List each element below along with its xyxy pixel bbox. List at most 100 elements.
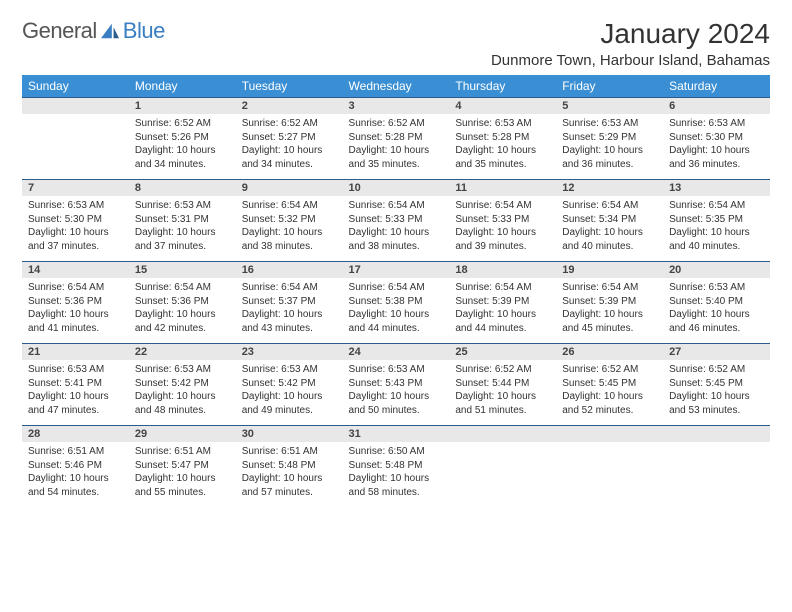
day-cell: Sunrise: 6:53 AMSunset: 5:28 PMDaylight:… bbox=[449, 114, 556, 180]
day-cell: Sunrise: 6:53 AMSunset: 5:42 PMDaylight:… bbox=[236, 360, 343, 426]
day-header: Thursday bbox=[449, 75, 556, 98]
day-header: Saturday bbox=[663, 75, 770, 98]
sunrise-text: Sunrise: 6:52 AM bbox=[349, 117, 444, 131]
sunrise-text: Sunrise: 6:54 AM bbox=[242, 281, 337, 295]
day-number-row: 14151617181920 bbox=[22, 262, 770, 279]
sunrise-text: Sunrise: 6:53 AM bbox=[455, 117, 550, 131]
day-number: 22 bbox=[129, 344, 236, 361]
day-header: Friday bbox=[556, 75, 663, 98]
day-data-row: Sunrise: 6:53 AMSunset: 5:30 PMDaylight:… bbox=[22, 196, 770, 262]
sunset-text: Sunset: 5:27 PM bbox=[242, 131, 337, 145]
sunrise-text: Sunrise: 6:53 AM bbox=[562, 117, 657, 131]
daylight-text: Daylight: 10 hours and 49 minutes. bbox=[242, 390, 337, 417]
sunset-text: Sunset: 5:45 PM bbox=[562, 377, 657, 391]
day-number: 27 bbox=[663, 344, 770, 361]
day-number bbox=[449, 426, 556, 443]
daylight-text: Daylight: 10 hours and 41 minutes. bbox=[28, 308, 123, 335]
daylight-text: Daylight: 10 hours and 35 minutes. bbox=[349, 144, 444, 171]
sunset-text: Sunset: 5:37 PM bbox=[242, 295, 337, 309]
day-data-row: Sunrise: 6:52 AMSunset: 5:26 PMDaylight:… bbox=[22, 114, 770, 180]
day-cell: Sunrise: 6:53 AMSunset: 5:41 PMDaylight:… bbox=[22, 360, 129, 426]
daylight-text: Daylight: 10 hours and 42 minutes. bbox=[135, 308, 230, 335]
daylight-text: Daylight: 10 hours and 48 minutes. bbox=[135, 390, 230, 417]
daylight-text: Daylight: 10 hours and 44 minutes. bbox=[455, 308, 550, 335]
day-cell: Sunrise: 6:51 AMSunset: 5:48 PMDaylight:… bbox=[236, 442, 343, 507]
daylight-text: Daylight: 10 hours and 52 minutes. bbox=[562, 390, 657, 417]
day-cell bbox=[449, 442, 556, 507]
day-cell: Sunrise: 6:54 AMSunset: 5:38 PMDaylight:… bbox=[343, 278, 450, 344]
sunrise-text: Sunrise: 6:52 AM bbox=[562, 363, 657, 377]
day-cell: Sunrise: 6:54 AMSunset: 5:33 PMDaylight:… bbox=[449, 196, 556, 262]
logo-text-general: General bbox=[22, 18, 97, 44]
day-number: 31 bbox=[343, 426, 450, 443]
day-header: Wednesday bbox=[343, 75, 450, 98]
location: Dunmore Town, Harbour Island, Bahamas bbox=[491, 52, 770, 69]
day-number: 17 bbox=[343, 262, 450, 279]
sunset-text: Sunset: 5:42 PM bbox=[242, 377, 337, 391]
sunset-text: Sunset: 5:38 PM bbox=[349, 295, 444, 309]
daylight-text: Daylight: 10 hours and 46 minutes. bbox=[669, 308, 764, 335]
sunset-text: Sunset: 5:31 PM bbox=[135, 213, 230, 227]
sunrise-text: Sunrise: 6:53 AM bbox=[135, 363, 230, 377]
sunrise-text: Sunrise: 6:53 AM bbox=[669, 117, 764, 131]
day-cell: Sunrise: 6:52 AMSunset: 5:28 PMDaylight:… bbox=[343, 114, 450, 180]
sunset-text: Sunset: 5:47 PM bbox=[135, 459, 230, 473]
day-cell: Sunrise: 6:52 AMSunset: 5:45 PMDaylight:… bbox=[556, 360, 663, 426]
day-cell: Sunrise: 6:50 AMSunset: 5:48 PMDaylight:… bbox=[343, 442, 450, 507]
sunrise-text: Sunrise: 6:52 AM bbox=[135, 117, 230, 131]
sunset-text: Sunset: 5:35 PM bbox=[669, 213, 764, 227]
day-number: 12 bbox=[556, 180, 663, 197]
sunset-text: Sunset: 5:45 PM bbox=[669, 377, 764, 391]
logo-sail-icon bbox=[99, 22, 121, 40]
daylight-text: Daylight: 10 hours and 34 minutes. bbox=[135, 144, 230, 171]
sunset-text: Sunset: 5:36 PM bbox=[135, 295, 230, 309]
sunset-text: Sunset: 5:41 PM bbox=[28, 377, 123, 391]
day-number-row: 78910111213 bbox=[22, 180, 770, 197]
day-number: 29 bbox=[129, 426, 236, 443]
sunset-text: Sunset: 5:42 PM bbox=[135, 377, 230, 391]
day-header-row: Sunday Monday Tuesday Wednesday Thursday… bbox=[22, 75, 770, 98]
header: General Blue January 2024 Dunmore Town, … bbox=[22, 18, 770, 69]
sunset-text: Sunset: 5:29 PM bbox=[562, 131, 657, 145]
day-cell: Sunrise: 6:53 AMSunset: 5:29 PMDaylight:… bbox=[556, 114, 663, 180]
day-cell: Sunrise: 6:54 AMSunset: 5:32 PMDaylight:… bbox=[236, 196, 343, 262]
calendar-table: Sunday Monday Tuesday Wednesday Thursday… bbox=[22, 75, 770, 507]
day-number: 30 bbox=[236, 426, 343, 443]
daylight-text: Daylight: 10 hours and 54 minutes. bbox=[28, 472, 123, 499]
day-cell: Sunrise: 6:54 AMSunset: 5:36 PMDaylight:… bbox=[129, 278, 236, 344]
logo: General Blue bbox=[22, 18, 165, 44]
sunrise-text: Sunrise: 6:53 AM bbox=[242, 363, 337, 377]
day-number: 6 bbox=[663, 98, 770, 115]
day-number-row: 28293031 bbox=[22, 426, 770, 443]
daylight-text: Daylight: 10 hours and 58 minutes. bbox=[349, 472, 444, 499]
sunset-text: Sunset: 5:39 PM bbox=[455, 295, 550, 309]
day-cell: Sunrise: 6:52 AMSunset: 5:45 PMDaylight:… bbox=[663, 360, 770, 426]
daylight-text: Daylight: 10 hours and 51 minutes. bbox=[455, 390, 550, 417]
daylight-text: Daylight: 10 hours and 36 minutes. bbox=[669, 144, 764, 171]
logo-text-blue: Blue bbox=[123, 18, 165, 44]
day-number: 14 bbox=[22, 262, 129, 279]
daylight-text: Daylight: 10 hours and 45 minutes. bbox=[562, 308, 657, 335]
sunset-text: Sunset: 5:48 PM bbox=[242, 459, 337, 473]
day-cell bbox=[663, 442, 770, 507]
sunset-text: Sunset: 5:46 PM bbox=[28, 459, 123, 473]
sunrise-text: Sunrise: 6:53 AM bbox=[669, 281, 764, 295]
sunrise-text: Sunrise: 6:51 AM bbox=[135, 445, 230, 459]
day-number-row: 21222324252627 bbox=[22, 344, 770, 361]
day-cell: Sunrise: 6:53 AMSunset: 5:30 PMDaylight:… bbox=[663, 114, 770, 180]
day-number: 15 bbox=[129, 262, 236, 279]
day-number: 18 bbox=[449, 262, 556, 279]
day-number: 4 bbox=[449, 98, 556, 115]
day-number bbox=[663, 426, 770, 443]
day-cell: Sunrise: 6:53 AMSunset: 5:42 PMDaylight:… bbox=[129, 360, 236, 426]
day-number: 21 bbox=[22, 344, 129, 361]
sunrise-text: Sunrise: 6:54 AM bbox=[562, 199, 657, 213]
day-number: 2 bbox=[236, 98, 343, 115]
day-number: 23 bbox=[236, 344, 343, 361]
day-cell: Sunrise: 6:53 AMSunset: 5:43 PMDaylight:… bbox=[343, 360, 450, 426]
day-number: 9 bbox=[236, 180, 343, 197]
day-number: 10 bbox=[343, 180, 450, 197]
sunrise-text: Sunrise: 6:53 AM bbox=[135, 199, 230, 213]
sunset-text: Sunset: 5:34 PM bbox=[562, 213, 657, 227]
sunset-text: Sunset: 5:26 PM bbox=[135, 131, 230, 145]
